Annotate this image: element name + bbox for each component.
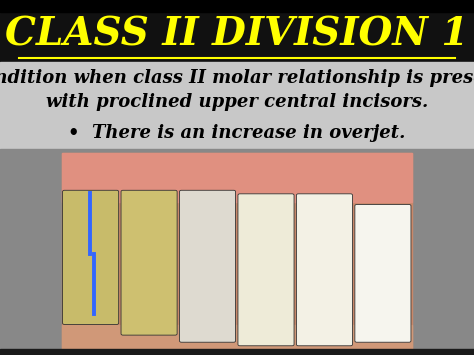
Bar (62, 153, 412, 350)
FancyBboxPatch shape (63, 190, 118, 324)
Bar (62, 325, 412, 350)
FancyBboxPatch shape (180, 190, 236, 342)
Bar (0, 62, 474, 149)
Text: •  There is an increase in overjet.: • There is an increase in overjet. (68, 125, 406, 142)
Text: Condition when class II molar relationship is present
with proclined upper centr: Condition when class II molar relationsh… (0, 69, 474, 111)
Bar (0, 0, 474, 12)
FancyBboxPatch shape (355, 204, 411, 342)
Bar (0, 149, 474, 355)
FancyBboxPatch shape (296, 194, 353, 346)
Text: CLASS II DIVISION 1: CLASS II DIVISION 1 (5, 16, 469, 54)
FancyBboxPatch shape (238, 194, 294, 346)
Bar (0, 0, 474, 62)
Text: fppt.com: fppt.com (416, 337, 460, 347)
Bar (62, 153, 412, 202)
Bar (0, 349, 474, 355)
FancyBboxPatch shape (121, 190, 177, 335)
